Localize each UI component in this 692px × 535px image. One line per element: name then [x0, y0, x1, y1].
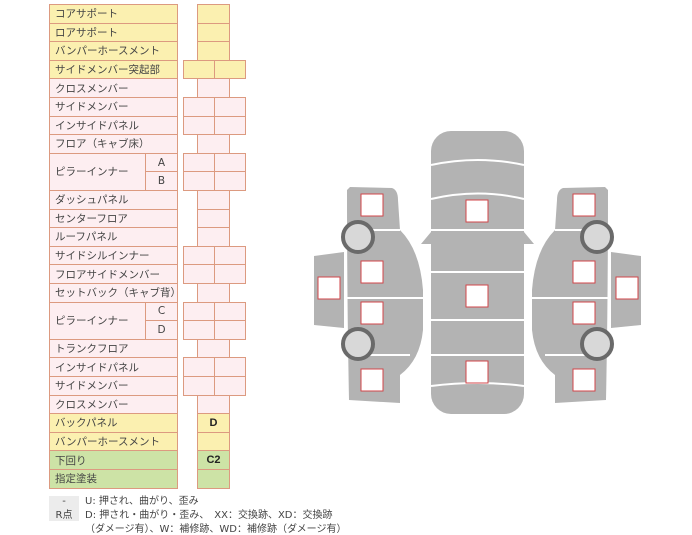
marker-box[interactable] — [360, 368, 384, 392]
marker-box[interactable] — [360, 260, 384, 284]
row-sublabel: A — [145, 152, 178, 173]
row-label: バックパネル — [49, 413, 178, 433]
left-mirror — [421, 232, 431, 244]
legend-text: （ダメージ有）、W：補修跡、WD：補修跡（ダメージ有） — [85, 524, 347, 535]
right-side-view — [532, 187, 608, 403]
row-label: サイドメンバー突起部 — [49, 59, 178, 80]
legend-item: （ダメージ有）、W：補修跡、WD：補修跡（ダメージ有） — [49, 520, 346, 535]
marker-box[interactable] — [615, 276, 639, 300]
row-label: サイドシルインナー — [49, 245, 178, 266]
wheel-icon — [580, 327, 614, 361]
left-side-view — [347, 187, 423, 403]
marker-box[interactable] — [360, 301, 384, 325]
value-cell-right[interactable] — [214, 115, 246, 136]
marker-box[interactable] — [572, 301, 596, 325]
row-label: 指定塗装 — [49, 469, 178, 489]
wheels — [341, 220, 614, 361]
wheel-icon — [341, 327, 375, 361]
row-label: インサイドパネル — [49, 115, 178, 136]
row-label: フロア（キャブ床） — [49, 134, 178, 154]
marker-box[interactable] — [572, 368, 596, 392]
legend-key: - — [49, 496, 79, 507]
row-label: クロスメンバー — [49, 78, 178, 98]
row-label: フロアサイドメンバー — [49, 264, 178, 284]
legend-item: - U: 押され、曲がり、歪み — [49, 492, 199, 507]
marker-box[interactable] — [360, 193, 384, 217]
legend-item: R点 D: 押され・曲がり・歪み、 XX：交換跡、XD：交換跡 — [49, 506, 333, 521]
row-label: クロスメンバー — [49, 394, 178, 415]
marker-box[interactable] — [465, 284, 489, 308]
row-label: バンパーホースメント — [49, 431, 178, 452]
legend-key: R点 — [49, 506, 79, 521]
row-label: 下回り — [49, 450, 178, 470]
value-cell-right[interactable] — [214, 320, 246, 340]
row-label: バンパーホースメント — [49, 41, 178, 61]
value-cell[interactable] — [197, 469, 230, 489]
value-cell-right[interactable] — [214, 171, 246, 191]
marker-box[interactable] — [465, 360, 489, 384]
legend-text: D: 押され・曲がり・歪み、 XX：交換跡、XD：交換跡 — [85, 510, 333, 521]
legend-text: U: 押され、曲がり、歪み — [85, 496, 199, 507]
marker-box[interactable] — [465, 199, 489, 223]
value-cell-right[interactable] — [214, 264, 246, 284]
marker-box[interactable] — [572, 193, 596, 217]
row-label: センターフロア — [49, 208, 178, 229]
right-mirror — [524, 232, 534, 244]
value-cell-right[interactable] — [214, 59, 246, 80]
wheel-icon — [341, 220, 375, 254]
wheel-icon — [580, 220, 614, 254]
marker-box[interactable] — [317, 276, 341, 300]
marker-box[interactable] — [572, 260, 596, 284]
row-label: サイドメンバー — [49, 97, 178, 117]
value-cell-right[interactable] — [214, 376, 246, 396]
damage-markers — [317, 193, 639, 392]
row-sublabel: C — [145, 301, 178, 322]
